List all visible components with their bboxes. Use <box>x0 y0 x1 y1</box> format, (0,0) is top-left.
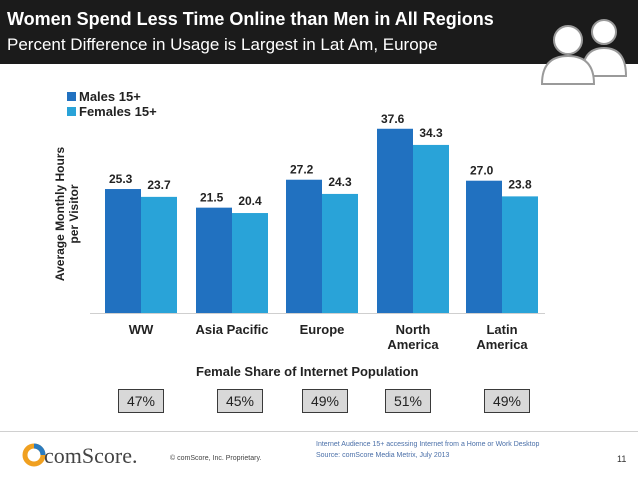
page-subtitle: Percent Difference in Usage is Largest i… <box>7 35 438 54</box>
header-bar: Women Spend Less Time Online than Men in… <box>0 0 638 64</box>
source-note-1: Internet Audience 15+ accessing Internet… <box>316 441 540 448</box>
category-label-4-line2: America <box>476 337 528 352</box>
female-share-title: Female Share of Internet Population <box>196 364 419 379</box>
legend-swatch-males <box>67 92 76 101</box>
female-share-europe: 49% <box>302 389 348 413</box>
data-label-females-0: 23.7 <box>147 178 171 192</box>
bar-males-2 <box>286 179 322 313</box>
legend-males: Males 15+ <box>67 89 141 104</box>
bar-chart: 25.3 23.7 WW 21.5 20.4 Asia Pacific 27.2 24.3 Eu… <box>90 112 545 352</box>
bar-males-1 <box>196 207 232 313</box>
bar-females-2 <box>322 193 358 313</box>
category-label-2: Europe <box>300 322 345 337</box>
data-label-males-0: 25.3 <box>109 172 133 186</box>
data-label-males-1: 21.5 <box>200 191 224 205</box>
data-label-females-2: 24.3 <box>328 175 352 189</box>
bar-males-0 <box>105 189 141 313</box>
comscore-logo-icon <box>22 443 46 467</box>
legend-label-males: Males 15+ <box>79 89 141 104</box>
category-label-1: Asia Pacific <box>196 322 269 337</box>
legend-females: Females 15+ <box>67 104 157 119</box>
female-share-asia-pacific: 45% <box>217 389 263 413</box>
comscore-logo-text: comScore. <box>44 443 138 468</box>
data-label-females-4: 23.8 <box>508 177 532 191</box>
female-share-latin-america: 49% <box>484 389 530 413</box>
data-label-females-1: 20.4 <box>238 194 262 208</box>
people-icon <box>540 19 628 85</box>
page-number: 11 <box>617 454 627 464</box>
bar-males-3 <box>377 128 413 313</box>
category-label-3: North <box>396 322 431 337</box>
data-label-males-4: 27.0 <box>470 164 494 178</box>
category-label-0: WW <box>129 322 154 337</box>
bar-females-4 <box>502 196 538 313</box>
legend-swatch-females <box>67 107 76 116</box>
bar-females-3 <box>413 144 449 313</box>
bar-males-4 <box>466 180 502 313</box>
female-share-north-america: 51% <box>385 389 431 413</box>
copyright-text: © comScore, Inc. Proprietary. <box>170 455 262 462</box>
category-label-3-line2: America <box>387 337 439 352</box>
bar-females-1 <box>232 213 268 313</box>
data-label-males-3: 37.6 <box>381 112 405 126</box>
source-note-2: Source: comScore Media Metrix, July 2013 <box>316 452 450 459</box>
data-label-males-2: 27.2 <box>290 163 314 177</box>
bar-females-0 <box>141 196 177 313</box>
page-title: Women Spend Less Time Online than Men in… <box>7 9 494 29</box>
female-share-ww: 47% <box>118 389 164 413</box>
legend-label-females: Females 15+ <box>79 104 157 119</box>
category-label-4: Latin <box>486 322 517 337</box>
data-label-females-3: 34.3 <box>419 126 443 140</box>
footer-divider <box>0 431 638 432</box>
